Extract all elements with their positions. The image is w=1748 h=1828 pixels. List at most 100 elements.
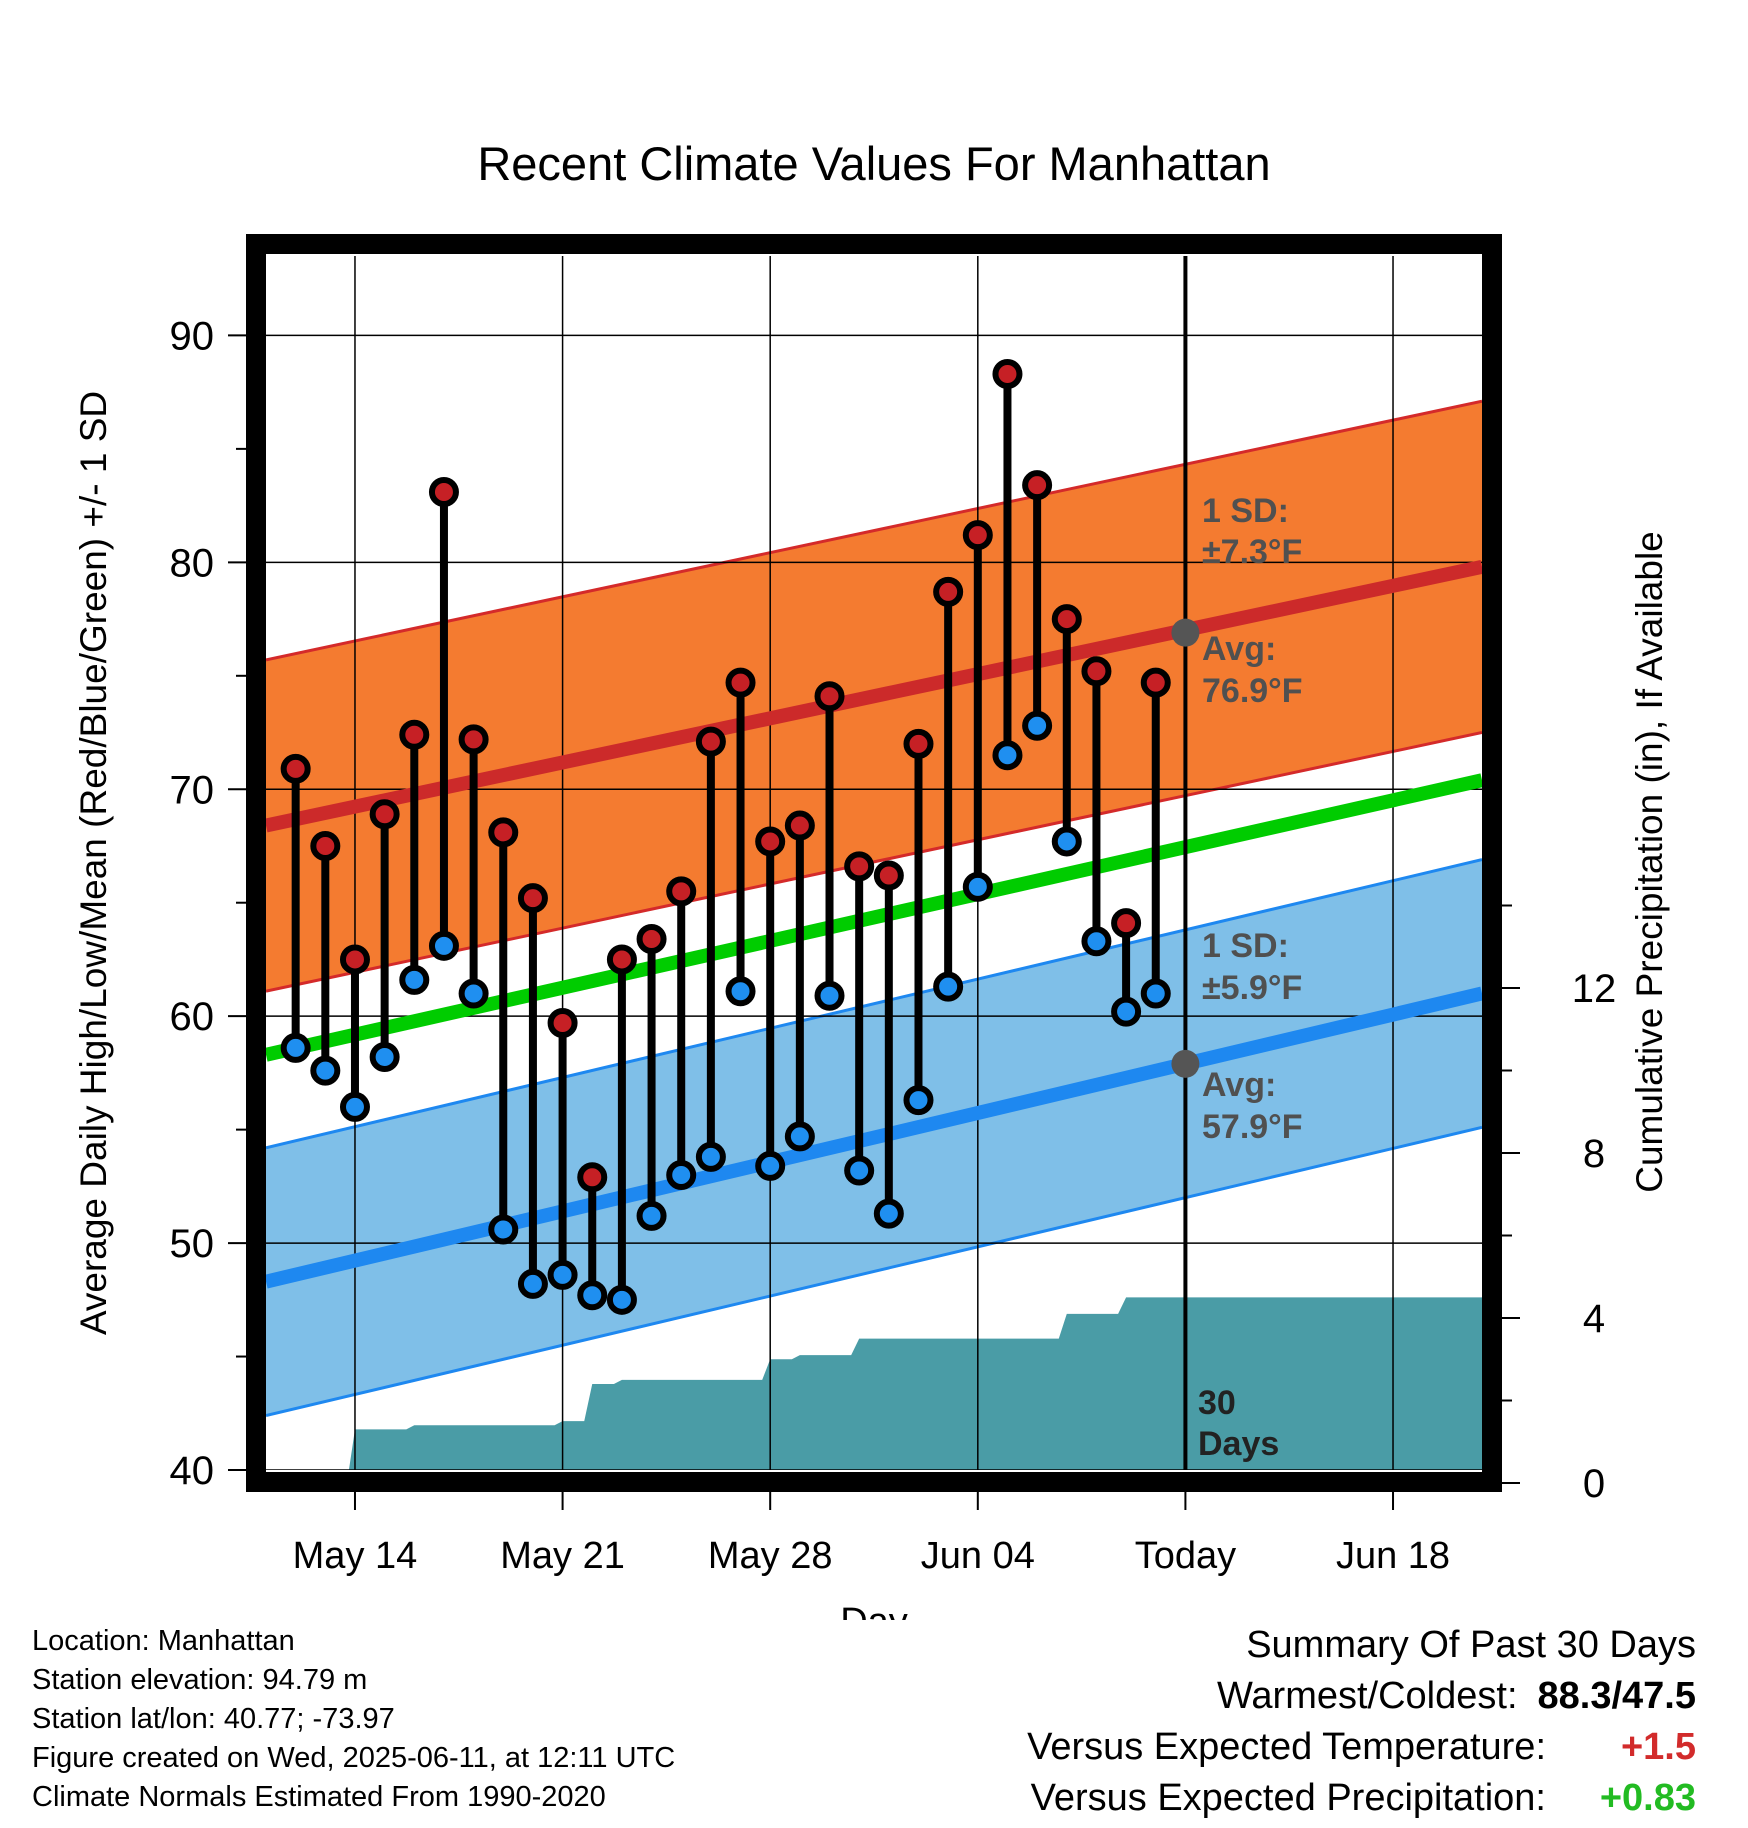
normal-low-band-lower-edge	[266, 1125, 1482, 1417]
normal-high-band-lower-edge	[266, 731, 1482, 993]
high-point	[547, 1007, 578, 1038]
low-point	[1081, 926, 1112, 957]
sd-low-value: ±5.9°F	[1202, 969, 1302, 1007]
high-point	[488, 817, 519, 848]
high-point	[933, 576, 964, 607]
days-count-label: 30	[1198, 1384, 1236, 1422]
low-point	[428, 930, 459, 961]
high-point	[1051, 604, 1082, 635]
summary-heading: Summary Of Past 30 Days	[1246, 1624, 1696, 1666]
high-point	[606, 944, 637, 975]
temp-label: Versus Expected Temperature:	[1027, 1726, 1546, 1768]
low-point	[636, 1200, 667, 1231]
high-point	[636, 924, 667, 955]
low-point	[1140, 978, 1171, 1009]
low-point	[310, 1055, 341, 1086]
avg-high-value: 76.9°F	[1202, 672, 1303, 710]
high-point	[903, 728, 934, 759]
low-point	[725, 976, 756, 1007]
low-point	[992, 740, 1023, 771]
high-point	[280, 753, 311, 784]
high-point	[844, 851, 875, 882]
warmest-value: 88.3/47.5	[1537, 1675, 1696, 1717]
low-point	[903, 1085, 934, 1116]
y-tick-label: 60	[170, 995, 215, 1039]
warmest-label: Warmest/Coldest:	[1216, 1675, 1518, 1717]
precip-label: Versus Expected Precipitation:	[1030, 1777, 1546, 1819]
y-tick-label: 80	[170, 541, 215, 585]
low-point	[666, 1160, 697, 1191]
low-point	[280, 1032, 311, 1063]
low-point	[488, 1214, 519, 1245]
low-point	[1111, 996, 1142, 1027]
low-point	[755, 1150, 786, 1181]
precip-value: +0.83	[1599, 1777, 1696, 1819]
low-point	[399, 964, 430, 995]
high-point	[1081, 656, 1112, 687]
high-point	[577, 1162, 608, 1193]
high-point	[814, 681, 845, 712]
avg-low-value: 57.9°F	[1202, 1108, 1303, 1146]
high-point	[784, 810, 815, 841]
latlon-text: Station lat/lon: 40.77; -73.97	[32, 1703, 395, 1735]
y-axis-title: Average Daily High/Low/Mean (Red/Blue/Gr…	[73, 391, 114, 1335]
x-tick-label: Jun 18	[1336, 1535, 1450, 1577]
low-point	[1051, 826, 1082, 857]
high-point	[517, 883, 548, 914]
x-tick-label: May 21	[500, 1535, 625, 1577]
precip-area	[348, 1297, 1482, 1470]
y2-axis-title: Cumulative Precipitation (in), If Availa…	[1629, 531, 1670, 1193]
avg-high-today-point	[1171, 618, 1200, 647]
low-point	[606, 1284, 637, 1315]
low-point	[962, 871, 993, 902]
y-tick-label: 50	[170, 1222, 215, 1266]
elevation-text: Station elevation: 94.79 m	[32, 1664, 368, 1696]
high-point	[1140, 667, 1171, 698]
normal-high-band-upper-edge	[266, 399, 1482, 662]
high-point	[992, 358, 1023, 389]
low-point	[458, 978, 489, 1009]
y-tick-label: 90	[170, 314, 215, 358]
x-tick-label: Today	[1135, 1535, 1236, 1577]
high-point	[755, 826, 786, 857]
summary-warmest-row: Warmest/Coldest: 88.3/47.5	[1027, 1671, 1696, 1722]
days-unit-label: Days	[1198, 1425, 1279, 1463]
high-point	[1022, 470, 1053, 501]
y-tick-label: 70	[170, 768, 215, 812]
high-point	[962, 520, 993, 551]
temp-value: +1.5	[1620, 1726, 1696, 1768]
high-point	[399, 719, 430, 750]
low-point	[695, 1141, 726, 1172]
high-point	[873, 860, 904, 891]
low-point	[844, 1155, 875, 1186]
sd-low-label: 1 SD:	[1202, 927, 1289, 965]
x-tick-label: Jun 04	[921, 1535, 1035, 1577]
created-text: Figure created on Wed, 2025-06-11, at 12…	[32, 1742, 676, 1774]
low-point	[873, 1198, 904, 1229]
avg-low-today-point	[1171, 1049, 1200, 1078]
avg-low-label: Avg:	[1202, 1066, 1276, 1104]
normals-text: Climate Normals Estimated From 1990-2020	[32, 1781, 606, 1813]
low-point	[339, 1091, 370, 1122]
low-point	[1022, 710, 1053, 741]
high-point	[428, 476, 459, 507]
location-text: Location: Manhattan	[32, 1625, 295, 1657]
low-point	[517, 1268, 548, 1299]
high-point	[458, 724, 489, 755]
high-point	[725, 667, 756, 698]
y2-tick-label: 0	[1583, 1462, 1605, 1506]
high-point	[666, 876, 697, 907]
y2-tick-label: 12	[1572, 967, 1617, 1011]
station-info: Location: Manhattan Station elevation: 9…	[32, 1622, 675, 1817]
high-point	[369, 799, 400, 830]
chart-title: Recent Climate Values For Manhattan	[477, 137, 1270, 190]
normal-mean-line	[266, 773, 1482, 1062]
low-point	[369, 1042, 400, 1073]
y2-tick-label: 8	[1583, 1132, 1605, 1176]
summary-panel: Summary Of Past 30 Days Warmest/Coldest:…	[1027, 1620, 1696, 1824]
high-point	[339, 944, 370, 975]
high-point	[695, 726, 726, 757]
y2-tick-label: 4	[1583, 1297, 1605, 1341]
high-point	[1111, 908, 1142, 939]
sd-high-label: 1 SD:	[1202, 492, 1289, 530]
